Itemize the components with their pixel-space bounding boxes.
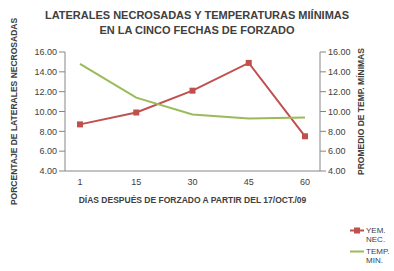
svg-text:15: 15 (131, 177, 141, 187)
svg-text:10.00: 10.00 (34, 107, 57, 117)
svg-text:60: 60 (300, 177, 310, 187)
svg-text:10.00: 10.00 (328, 107, 351, 117)
svg-text:12.00: 12.00 (328, 87, 351, 97)
svg-text:4.00: 4.00 (39, 166, 57, 176)
html-text:YEM. NEC.: YEM. NEC. (366, 226, 386, 244)
svg-text:8.00: 8.00 (328, 127, 346, 137)
svg-text:4.00: 4.00 (328, 166, 346, 176)
html-text:TEMP. MIN.: TEMP. MIN. (366, 247, 390, 265)
svg-text:45: 45 (244, 177, 254, 187)
svg-text:30: 30 (187, 177, 197, 187)
html-text:EN LA CINCO FECHAS DE FORZADO: EN LA CINCO FECHAS DE FORZADO (99, 24, 295, 36)
svg-text:14.00: 14.00 (328, 67, 351, 77)
svg-text:8.00: 8.00 (39, 127, 57, 137)
html-text:LATERALES NECROSADAS Y TEMPERA: LATERALES NECROSADAS Y TEMPERATURAS MIÍN… (44, 9, 350, 21)
svg-text:12.00: 12.00 (34, 87, 57, 97)
svg-text:DÍAS DESPUÉS DE FORZADO A PART: DÍAS DESPUÉS DE FORZADO A PARTIR DEL 17/… (79, 195, 307, 205)
svg-text:1: 1 (77, 177, 82, 187)
svg-text:6.00: 6.00 (328, 146, 346, 156)
svg-text:16.00: 16.00 (328, 47, 351, 57)
svg-text:PORCENTAJE DE LATERALES NECROS: PORCENTAJE DE LATERALES NECROSADAS (9, 18, 19, 206)
svg-text:14.00: 14.00 (34, 67, 57, 77)
svg-text:16.00: 16.00 (34, 47, 57, 57)
svg-text:PROMEDIO DE TEMP. MÍNIMAS: PROMEDIO DE TEMP. MÍNIMAS (356, 48, 366, 175)
svg-text:6.00: 6.00 (39, 146, 57, 156)
